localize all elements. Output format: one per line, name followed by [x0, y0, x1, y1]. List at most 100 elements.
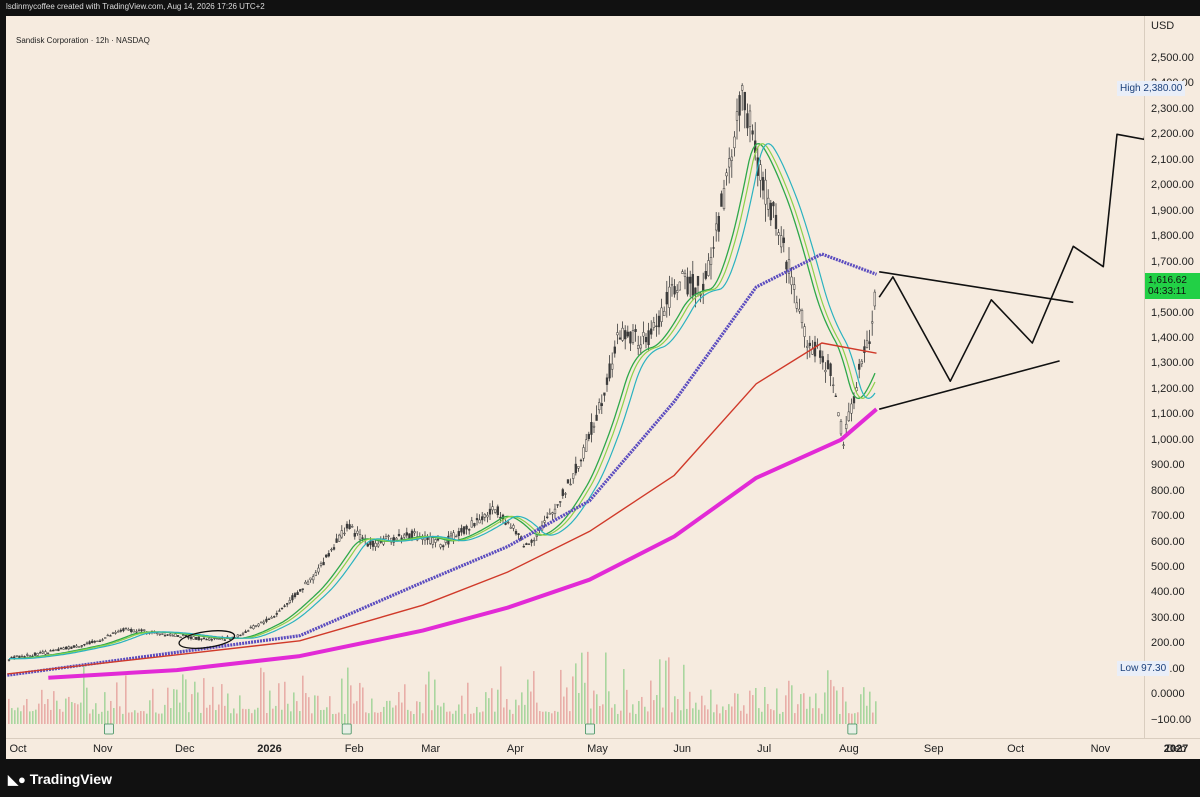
candle-body [769, 202, 772, 221]
candle-body [821, 356, 824, 363]
volume-bar [116, 682, 118, 724]
candle-body [621, 327, 624, 341]
candle-body [847, 411, 850, 421]
low-value: 97.30 [1141, 663, 1167, 675]
volume-bar [524, 704, 526, 724]
candle-body [709, 256, 713, 265]
volume-bar [41, 689, 43, 724]
chart-pane[interactable]: Sandisk Corporation · 12h · NASDAQ [6, 16, 1159, 738]
volume-bar [596, 694, 598, 724]
candle-body [455, 535, 458, 538]
candle-body [457, 531, 460, 537]
candle-body [624, 330, 627, 340]
volume-bar [245, 709, 247, 724]
volume-bar [749, 690, 751, 724]
volume-bar [836, 690, 838, 724]
volume-bar [692, 708, 694, 724]
candle-body [551, 512, 554, 515]
candle-body [603, 392, 606, 396]
price-chart[interactable] [6, 16, 1159, 738]
volume-bar [347, 667, 349, 724]
candle-body [548, 512, 551, 515]
candle-body [871, 321, 874, 324]
volume-bar [119, 706, 121, 724]
volume-bar [707, 709, 709, 724]
candle-body [577, 466, 580, 469]
volume-bar [425, 684, 427, 724]
volume-bar [464, 713, 466, 724]
candle-body [676, 290, 679, 293]
volume-bar [86, 687, 88, 724]
volume-bar [65, 698, 67, 724]
volume-bar [620, 710, 622, 724]
candle-body [52, 650, 55, 652]
ma-purple-line [7, 252, 878, 677]
low-marker: Low 97.30 [1117, 661, 1170, 677]
candle-body [265, 618, 268, 622]
volume-bar [164, 704, 166, 724]
candle-body [130, 629, 133, 633]
volume-bar [206, 707, 208, 724]
volume-bar [350, 685, 352, 724]
volume-bar [380, 711, 382, 724]
volume-bar [671, 712, 673, 724]
candle-body [782, 237, 785, 244]
candle-body [96, 640, 99, 642]
volume-bar [716, 704, 718, 724]
time-axis[interactable]: Oct Nov Dec 2026 Feb Mar Apr May Jun Jul Aug Sep Oct… [6, 738, 1200, 759]
volume-bar [515, 699, 517, 724]
volume-bar [872, 712, 874, 724]
candle-body [613, 346, 616, 354]
candle-body [535, 534, 538, 537]
volume-bar [11, 708, 13, 724]
volume-bar [440, 706, 442, 724]
candle-body [85, 642, 89, 644]
volume-bar [821, 713, 823, 724]
volume-bar [668, 657, 670, 724]
volume-bar [143, 711, 145, 724]
volume-bar [521, 692, 523, 724]
candle-body [140, 629, 143, 632]
volume-bar [317, 695, 319, 724]
candle-body [587, 433, 590, 440]
candle-body [179, 636, 182, 639]
candle-body [405, 532, 408, 536]
volume-bar [344, 713, 346, 724]
volume-bar [698, 709, 700, 724]
projection-path [878, 45, 1159, 383]
price-tick-label: 700.00 [1151, 510, 1185, 523]
volume-bar [71, 702, 73, 724]
candle-body [800, 310, 804, 323]
volume-bar [89, 713, 91, 724]
volume-bar [269, 690, 271, 724]
price-scale[interactable]: USD 2,500.002,400.002,300.002,200.002,10… [1117, 16, 1200, 738]
volume-bar [68, 696, 70, 724]
candle-body [10, 656, 13, 659]
candle-body [863, 346, 866, 353]
candle-body [488, 508, 492, 515]
volume-bar [260, 667, 262, 724]
volume-bar [410, 711, 412, 724]
candle-body [504, 522, 507, 525]
volume-bar [569, 711, 571, 724]
volume-bar [527, 679, 529, 724]
candle-body [629, 331, 632, 344]
candle-body [590, 422, 593, 435]
volume-bar [500, 666, 502, 724]
candle-body [241, 633, 245, 635]
brand-name: TradingView [29, 771, 112, 787]
candle-body [566, 479, 570, 484]
candle-body [288, 600, 291, 603]
candle-body [491, 506, 494, 511]
candle-body [210, 639, 213, 641]
candle-body [462, 526, 466, 534]
candle-body [135, 631, 138, 633]
volume-bar [743, 705, 745, 724]
volume-bar [503, 707, 505, 724]
volume-bar [680, 710, 682, 724]
volume-bar [704, 705, 706, 724]
candle-body [70, 646, 73, 649]
volume-bar [473, 713, 475, 724]
candle-body [564, 493, 567, 495]
candle-body [670, 284, 674, 286]
